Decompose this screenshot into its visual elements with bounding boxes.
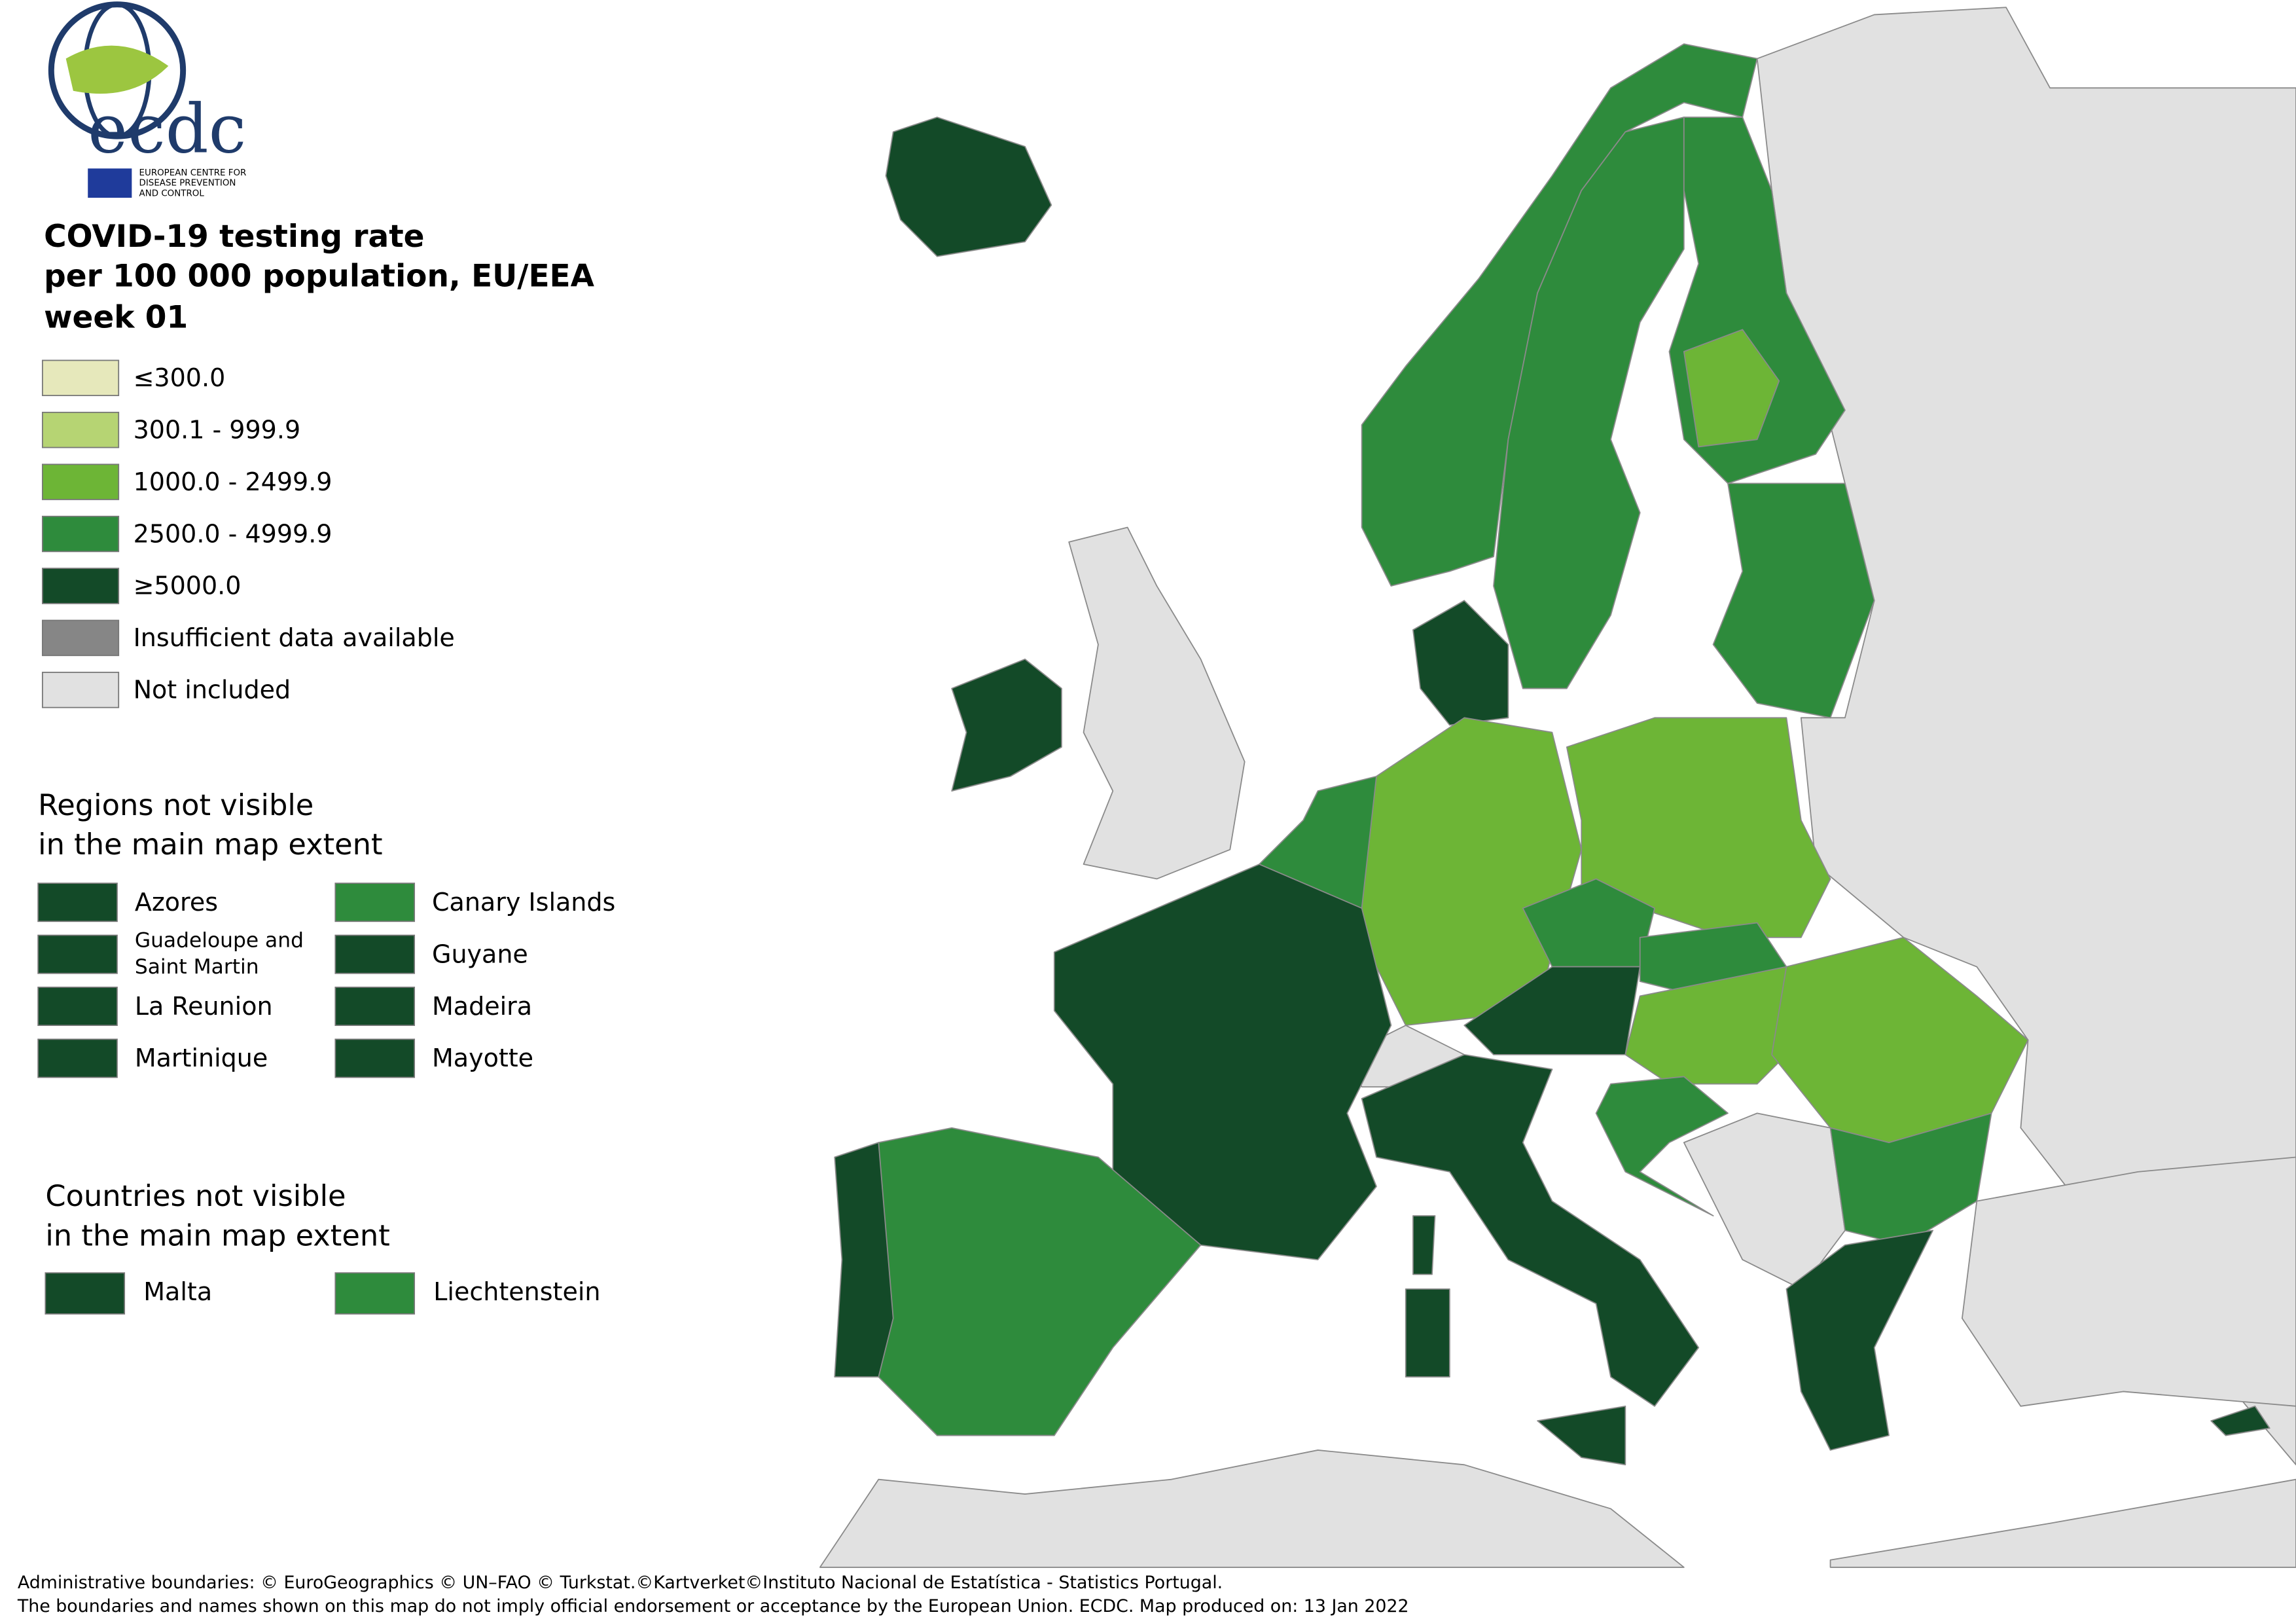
region-swatch (37, 883, 118, 922)
logo: ecdc EUROPEAN CENTRE FOR DISEASE PREVENT… (48, 1, 247, 198)
region-swatch (37, 1038, 118, 1078)
title: week 01 (44, 299, 188, 335)
region-swatch (37, 934, 118, 974)
land-not-included (1068, 526, 1246, 880)
logo-subtitle: DISEASE PREVENTION (139, 179, 236, 189)
country (885, 117, 1052, 257)
regions-title: in the main map extent (38, 827, 382, 862)
legend-swatch (41, 411, 120, 448)
island (1412, 1215, 1436, 1275)
logo-land (65, 45, 169, 94)
legend-swatch (41, 515, 120, 553)
region-label: Guadeloupe and Saint Martin (135, 928, 304, 978)
logo-subtitle: AND CONTROL (139, 189, 205, 198)
region-label: Guyane (432, 939, 528, 968)
country (1412, 600, 1509, 726)
land-not-included (1962, 1156, 2296, 1407)
land-not-included (1683, 1112, 1846, 1290)
eu-flag (88, 168, 132, 198)
legend: COVID-19 testing rate per 100 000 popula… (37, 219, 615, 1315)
region-label: Canary Islands (432, 888, 615, 917)
region (1683, 329, 1780, 448)
country-swatch (45, 1272, 126, 1315)
region-swatch (334, 987, 416, 1027)
country (1785, 1230, 1934, 1451)
logo-subtitle: EUROPEAN CENTRE FOR (139, 168, 247, 178)
legend-label: 1000.0 - 2499.9 (134, 467, 332, 496)
countries-title: Countries not visible (45, 1178, 346, 1213)
countries-title: in the main map extent (45, 1218, 389, 1253)
region-swatch (334, 1038, 416, 1078)
legend-label: ≥5000.0 (134, 572, 242, 600)
country (1829, 1112, 1992, 1246)
regions-title: Regions not visible (38, 788, 314, 822)
region-label: La Reunion (135, 992, 273, 1021)
legend-label: 300.1 - 999.9 (134, 415, 301, 444)
land-not-included (1756, 7, 2296, 1466)
country-swatch (334, 1272, 416, 1315)
legend-swatch (41, 359, 120, 397)
region-swatch (334, 934, 416, 974)
legend-swatch (41, 464, 120, 500)
region-swatch (37, 987, 118, 1027)
map (819, 7, 2296, 1568)
region-label: Mayotte (432, 1044, 533, 1072)
country (1493, 117, 1685, 689)
legend-label: Insufficient data available (134, 623, 455, 652)
country (1463, 966, 1641, 1055)
country (1595, 1076, 1729, 1216)
country (1566, 717, 1831, 938)
country (878, 1127, 1202, 1436)
country-label: Malta (143, 1277, 212, 1306)
region-swatch (334, 883, 416, 922)
country (834, 1142, 894, 1377)
region-label: Martinique (135, 1044, 268, 1072)
footer: Administrative boundaries: © EuroGeograp… (18, 1573, 1223, 1593)
country-label: Liechtenstein (433, 1277, 600, 1306)
legend-label: ≤300.0 (134, 363, 226, 392)
legend-swatch (41, 619, 120, 657)
country (1361, 43, 1758, 587)
island (1405, 1288, 1450, 1377)
logo-text: ecdc (88, 90, 246, 169)
region-label: Madeira (432, 992, 532, 1021)
island (1537, 1405, 1626, 1466)
title: per 100 000 population, EU/EEA (44, 259, 595, 295)
region-label: Azores (135, 888, 218, 917)
legend-swatch (41, 672, 120, 708)
country (951, 658, 1062, 792)
land-not-included (1829, 1478, 2296, 1568)
title: COVID-19 testing rate (44, 219, 424, 255)
land-not-included (819, 1450, 1685, 1568)
country (1712, 483, 1875, 719)
country (1361, 1053, 1700, 1407)
country (1053, 864, 1392, 1260)
footer: The boundaries and names shown on this m… (17, 1596, 1409, 1616)
legend-label: Not included (134, 676, 291, 704)
island (2210, 1405, 2270, 1436)
legend-label: 2500.0 - 4999.9 (134, 519, 332, 548)
legend-swatch (41, 568, 120, 604)
